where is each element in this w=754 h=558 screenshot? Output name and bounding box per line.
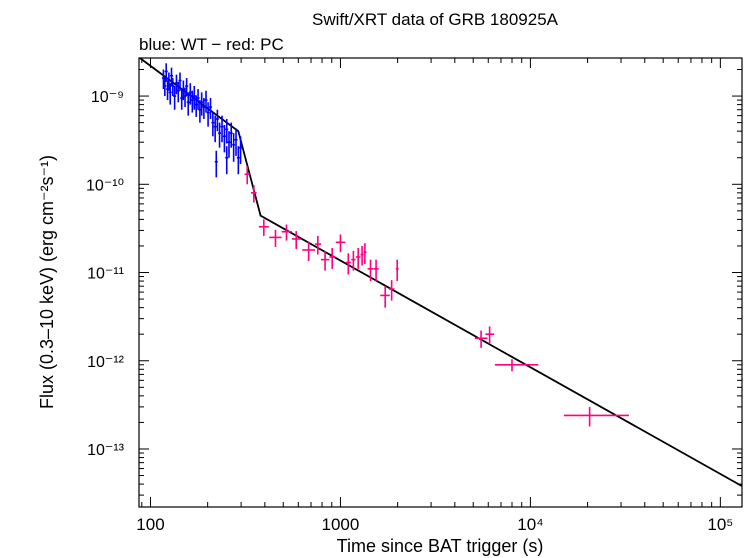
pc-data-point (320, 251, 330, 271)
pc-data-point (345, 253, 351, 275)
pc-data-point (258, 219, 269, 236)
pc-data-point (250, 185, 257, 203)
wt-data-point (227, 131, 231, 158)
pc-data-point (329, 247, 336, 269)
wt-data-point (234, 128, 238, 156)
wt-data-point (202, 98, 206, 119)
pc-data-point (351, 251, 356, 271)
wt-data-point (167, 72, 171, 91)
pc-data-point (335, 234, 346, 253)
wt-data-point (194, 95, 198, 117)
x-axis-label: Time since BAT trigger (s) (337, 536, 544, 556)
y-axis-label: Flux (0.3–10 keV) (erg cm⁻²s⁻¹) (37, 155, 57, 409)
wt-data-point (164, 63, 168, 82)
pc-data-point (302, 241, 316, 262)
x-tick-label: 10⁵ (707, 515, 733, 534)
pc-data-point (474, 330, 488, 348)
wt-data-point (192, 86, 196, 110)
wt-data-point (214, 150, 218, 178)
pc-data-point (269, 229, 282, 247)
wt-data-point (196, 89, 200, 110)
wt-data-point (213, 115, 217, 143)
model-line (139, 57, 743, 487)
pc-data-point (355, 247, 361, 269)
pc-data-point (380, 286, 390, 308)
pc-data-point (373, 259, 379, 282)
y-tick-label: 10⁻¹³ (87, 442, 125, 459)
pc-data-point (563, 406, 629, 427)
x-axis: 100 1000 10⁴ 10⁵ (136, 58, 733, 534)
y-axis: 10⁻⁹ 10⁻¹⁰ 10⁻¹¹ 10⁻¹² 10⁻¹³ (86, 68, 742, 496)
pc-series (244, 166, 629, 427)
wt-data-point (225, 146, 229, 175)
wt-data-point (229, 122, 233, 148)
pc-data-point (281, 224, 292, 241)
pc-data-point (494, 359, 539, 372)
pc-data-point (244, 166, 250, 185)
x-tick-label: 100 (136, 515, 164, 534)
wt-data-point (215, 109, 219, 132)
y-tick-label: 10⁻¹¹ (87, 266, 124, 283)
wt-data-point (188, 83, 192, 105)
pc-data-point (367, 259, 374, 282)
wt-data-point (163, 78, 167, 97)
pc-data-point (360, 245, 364, 266)
y-tick-label: 10⁻¹² (87, 354, 125, 371)
wt-data-point (185, 78, 189, 97)
wt-data-point (190, 90, 194, 113)
wt-data-point (209, 98, 213, 119)
wt-data-point (225, 118, 229, 144)
wt-data-point (171, 78, 175, 97)
wt-data-point (236, 146, 240, 175)
wt-series (161, 63, 243, 178)
wt-data-point (218, 122, 222, 148)
wt-data-point (232, 133, 236, 162)
y-tick-label: 10⁻¹⁰ (86, 177, 124, 194)
plot-frame (138, 57, 743, 508)
wt-data-point (220, 115, 224, 143)
wt-data-point (239, 136, 243, 164)
x-tick-label: 1000 (322, 515, 360, 534)
wt-data-point (204, 90, 208, 113)
wt-data-point (169, 67, 173, 87)
pc-data-point (291, 231, 302, 249)
chart-subtitle: blue: WT − red: PC (139, 35, 284, 54)
wt-data-point (200, 92, 204, 116)
wt-data-point (211, 112, 215, 137)
pc-data-point (395, 259, 399, 282)
wt-data-point (186, 92, 190, 116)
wt-data-point (168, 83, 172, 105)
y-tick-label: 10⁻⁹ (91, 89, 124, 106)
wt-data-point (173, 86, 177, 110)
wt-data-point (206, 102, 210, 127)
pc-data-point (363, 243, 367, 264)
wt-data-point (178, 72, 182, 91)
model-layer (139, 57, 743, 487)
chart-title: Swift/XRT data of GRB 180925A (312, 10, 559, 29)
pc-data-point (315, 235, 321, 255)
x-tick-label: 10⁴ (517, 515, 543, 534)
wt-data-point (222, 124, 226, 153)
pc-data-point (388, 280, 395, 301)
pc-data-point (485, 326, 495, 344)
